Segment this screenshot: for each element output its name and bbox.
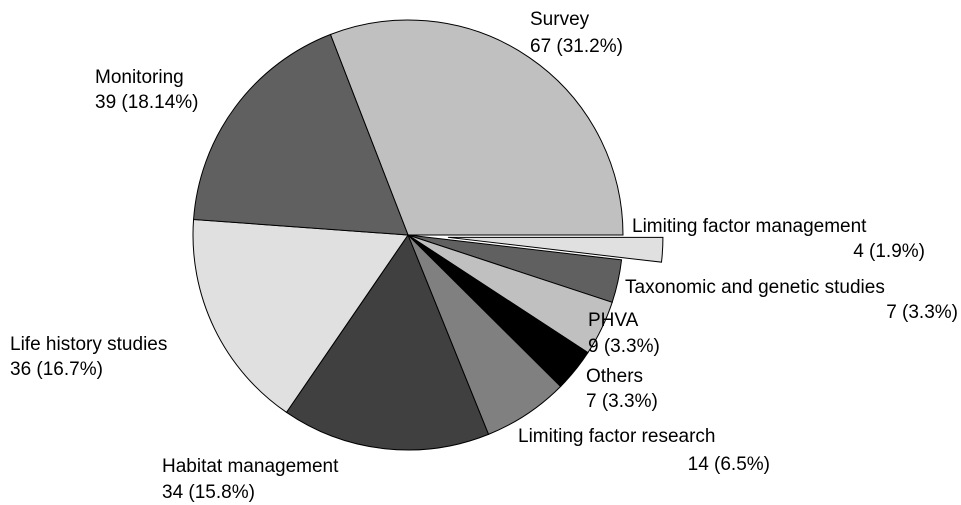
pie-slice <box>329 19 624 236</box>
slice-label: Survey <box>530 9 590 30</box>
slice-label: Habitat management <box>162 456 339 477</box>
slice-label: Others <box>586 366 643 387</box>
slice-value-label: 7 (3.3%) <box>886 302 958 323</box>
pie-slice <box>193 33 409 236</box>
pie-slice <box>285 233 490 451</box>
slice-label: Taxonomic and genetic studies <box>625 277 885 298</box>
slice-label: Limiting factor research <box>518 426 715 447</box>
slice-label: Life history studies <box>10 334 167 355</box>
slice-value-label: 4 (1.9%) <box>853 241 925 262</box>
slice-value-label: 67 (31.2%) <box>530 36 623 57</box>
slice-label: Limiting factor management <box>632 216 867 237</box>
slice-value-label: 36 (16.7%) <box>10 359 103 380</box>
slice-value-label: 7 (3.3%) <box>586 391 658 412</box>
pie-slice <box>192 218 409 414</box>
slice-value-label: 34 (15.8%) <box>162 482 255 503</box>
slice-label: Monitoring <box>95 67 184 88</box>
slice-value-label: 39 (18.14%) <box>95 92 199 113</box>
slice-label: PHVA <box>588 310 639 331</box>
slice-value-label: 9 (3.3%) <box>588 336 660 357</box>
slice-value-label: 14 (6.5%) <box>688 454 770 475</box>
pie-slice <box>447 236 664 263</box>
